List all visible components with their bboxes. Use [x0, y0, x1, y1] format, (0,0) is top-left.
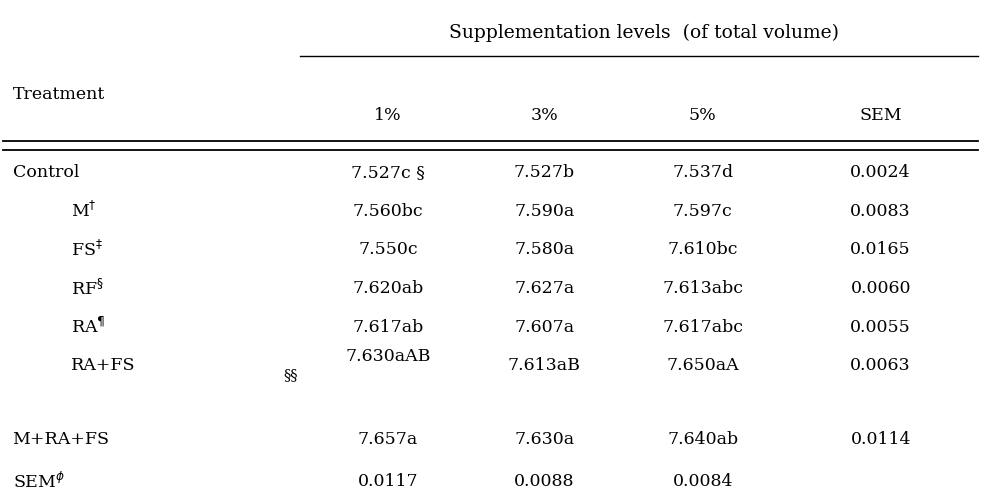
Text: Supplementation levels  (of total volume): Supplementation levels (of total volume): [449, 23, 839, 41]
Text: 7.607a: 7.607a: [514, 318, 574, 335]
Text: 7.617abc: 7.617abc: [662, 318, 744, 335]
Text: SEM$^{\phi}$: SEM$^{\phi}$: [13, 470, 65, 488]
Text: RF$^{\S}$: RF$^{\S}$: [71, 278, 104, 298]
Text: 7.613aB: 7.613aB: [508, 357, 581, 373]
Text: 7.630a: 7.630a: [514, 430, 574, 447]
Text: 0.0055: 0.0055: [851, 318, 911, 335]
Text: 7.597c: 7.597c: [673, 203, 733, 219]
Text: 1%: 1%: [375, 106, 402, 123]
Text: 7.527c §: 7.527c §: [351, 164, 425, 181]
Text: 7.560bc: 7.560bc: [353, 203, 424, 219]
Text: M$^{\dagger}$: M$^{\dagger}$: [71, 201, 97, 221]
Text: 7.630aAB: 7.630aAB: [345, 347, 431, 364]
Text: 0.0117: 0.0117: [358, 472, 418, 488]
Text: 0.0060: 0.0060: [851, 280, 911, 296]
Text: 7.613abc: 7.613abc: [662, 280, 744, 296]
Text: FS$^{\ddagger}$: FS$^{\ddagger}$: [71, 239, 103, 260]
Text: 7.617ab: 7.617ab: [352, 318, 424, 335]
Text: 7.627a: 7.627a: [514, 280, 574, 296]
Text: 7.550c: 7.550c: [358, 241, 418, 258]
Text: M+RA+FS: M+RA+FS: [13, 430, 110, 447]
Text: 0.0063: 0.0063: [851, 357, 911, 373]
Text: 7.620ab: 7.620ab: [352, 280, 424, 296]
Text: 7.580a: 7.580a: [514, 241, 574, 258]
Text: RA$^{\P}$: RA$^{\P}$: [71, 317, 105, 337]
Text: 0.0165: 0.0165: [851, 241, 911, 258]
Text: §§: §§: [284, 368, 298, 382]
Text: 7.590a: 7.590a: [514, 203, 574, 219]
Text: 3%: 3%: [531, 106, 558, 123]
Text: RA+FS: RA+FS: [71, 357, 135, 373]
Text: 7.640ab: 7.640ab: [667, 430, 739, 447]
Text: 7.527b: 7.527b: [514, 164, 575, 181]
Text: 7.650aA: 7.650aA: [666, 357, 739, 373]
Text: Treatment: Treatment: [13, 86, 105, 102]
Text: 7.610bc: 7.610bc: [667, 241, 738, 258]
Text: 5%: 5%: [689, 106, 716, 123]
Text: 0.0088: 0.0088: [514, 472, 575, 488]
Text: 0.0114: 0.0114: [851, 430, 911, 447]
Text: 7.657a: 7.657a: [358, 430, 418, 447]
Text: Control: Control: [13, 164, 78, 181]
Text: 0.0024: 0.0024: [851, 164, 911, 181]
Text: 0.0083: 0.0083: [851, 203, 911, 219]
Text: 7.537d: 7.537d: [672, 164, 733, 181]
Text: 0.0084: 0.0084: [672, 472, 733, 488]
Text: SEM: SEM: [859, 106, 902, 123]
